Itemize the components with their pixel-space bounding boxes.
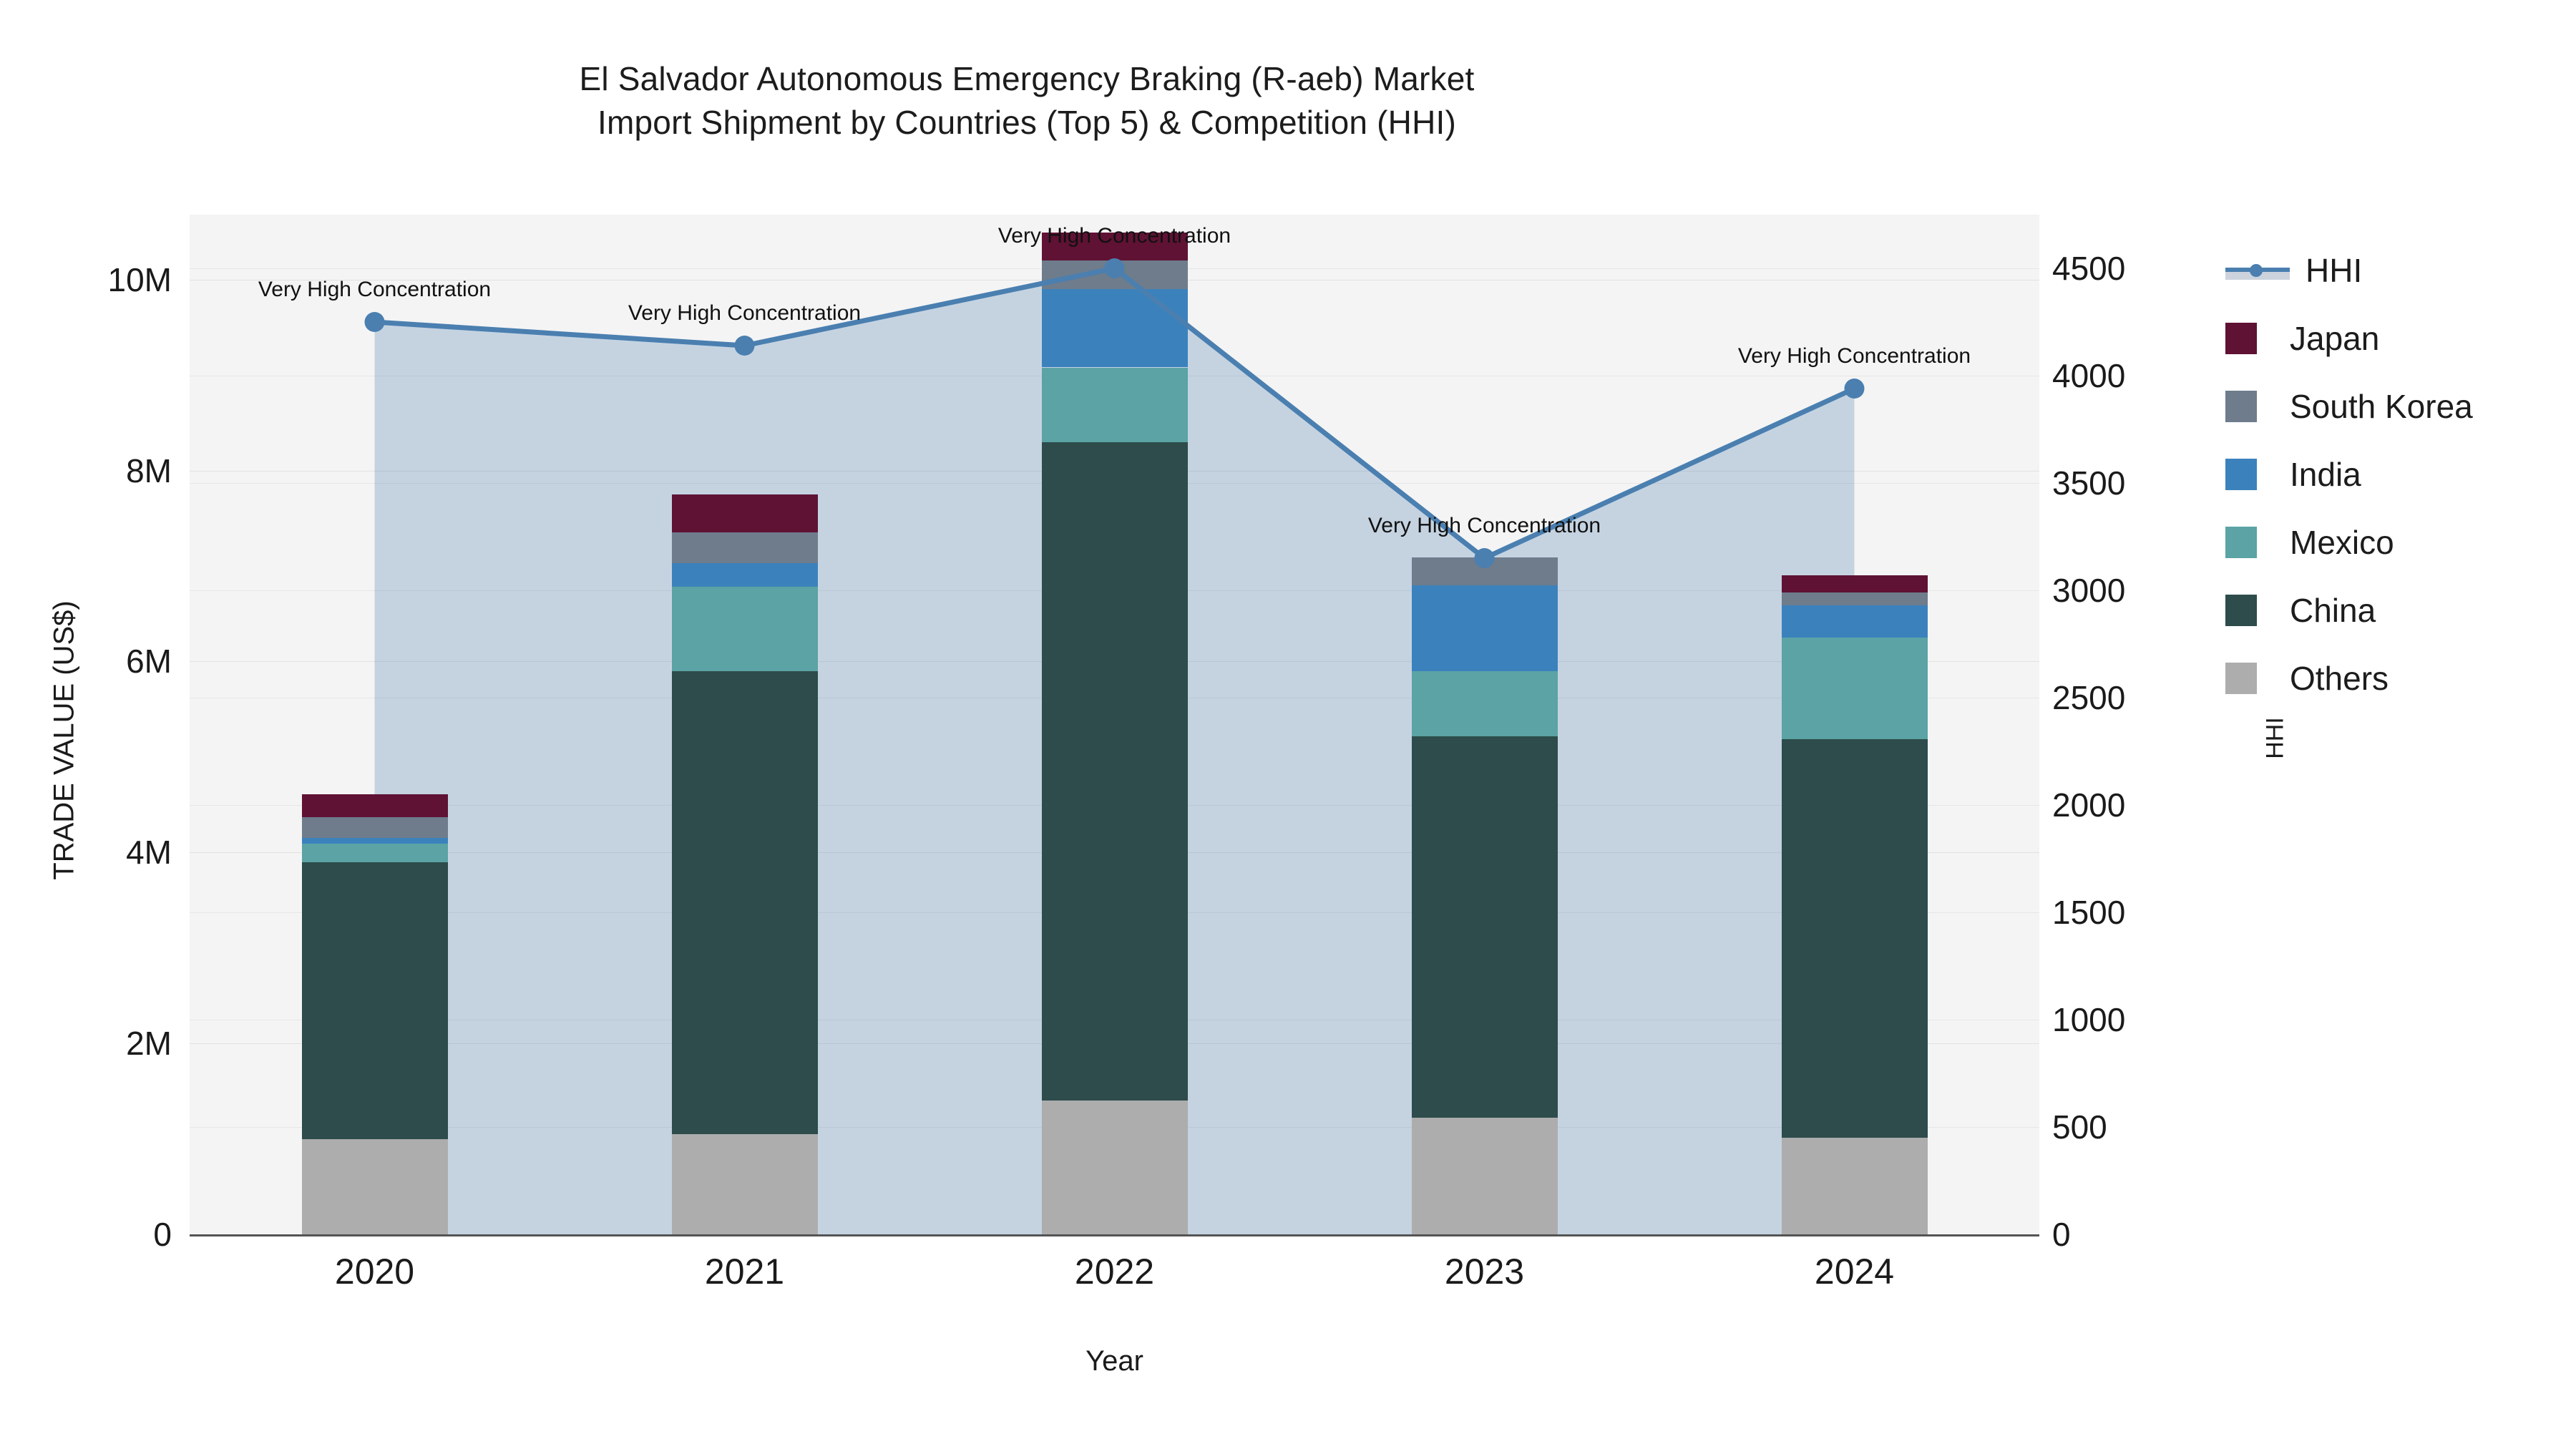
- y-tick-left: 4M: [126, 834, 172, 872]
- legend-item-india[interactable]: India: [2225, 440, 2562, 508]
- title-line-1: El Salvador Autonomous Emergency Braking…: [579, 60, 1475, 97]
- bar-group-2024[interactable]: [1781, 215, 1928, 1234]
- bar-segment-india[interactable]: [1781, 605, 1928, 638]
- hhi-line-series: [364, 258, 1865, 568]
- bar-segment-others[interactable]: [671, 1133, 818, 1234]
- bar-segment-china[interactable]: [671, 670, 818, 1134]
- legend-swatch-icon: [2225, 662, 2257, 694]
- bar-segment-india[interactable]: [1041, 289, 1188, 368]
- plot-area: Very High Concentration Very High Concent…: [190, 215, 2039, 1235]
- legend-label: Others: [2290, 659, 2389, 697]
- annotation-2023: Very High Concentration: [1367, 514, 1601, 537]
- annotation-2020: Very High Concentration: [258, 278, 492, 301]
- bar-series-layer: [190, 215, 2039, 1234]
- bar-segment-japan[interactable]: [301, 794, 448, 817]
- bar-group-2021[interactable]: [671, 215, 818, 1234]
- legend-label: Mexico: [2290, 523, 2394, 561]
- legend-line-icon: [2225, 260, 2290, 281]
- legend-item-south-korea[interactable]: South Korea: [2225, 372, 2562, 440]
- bar-segment-south-korea[interactable]: [1781, 592, 1928, 605]
- bar-segment-japan[interactable]: [1041, 233, 1188, 261]
- legend-swatch-icon: [2225, 458, 2257, 490]
- bar-segment-mexico[interactable]: [1411, 670, 1558, 736]
- x-tick-2023: 2023: [1444, 1252, 1525, 1292]
- y-tick-right: 2000: [2052, 786, 2126, 824]
- y-tick-right: 3000: [2052, 572, 2126, 609]
- annotation-2021: Very High Concentration: [628, 301, 862, 325]
- chart-title: El Salvador Autonomous Emergency Braking…: [0, 57, 2054, 144]
- legend-swatch-icon: [2225, 390, 2257, 422]
- y-tick-right: 2500: [2052, 679, 2126, 716]
- y-tick-left: 0: [153, 1216, 172, 1253]
- bar-group-2023[interactable]: [1411, 215, 1558, 1234]
- bar-group-2020[interactable]: [301, 215, 448, 1234]
- bar-segment-china[interactable]: [301, 862, 448, 1139]
- y-tick-right: 4000: [2052, 357, 2126, 394]
- y-tick-right: 1500: [2052, 894, 2126, 931]
- bar-segment-others[interactable]: [1041, 1101, 1188, 1234]
- y-tick-right: 1000: [2052, 1001, 2126, 1038]
- legend-label: China: [2290, 591, 2376, 629]
- bar-segment-mexico[interactable]: [301, 844, 448, 862]
- y-tick-left: 8M: [126, 452, 172, 489]
- bar-segment-china[interactable]: [1781, 738, 1928, 1138]
- legend-label: India: [2290, 455, 2361, 493]
- bar-segment-japan[interactable]: [1781, 575, 1928, 593]
- annotation-2022: Very High Concentration: [997, 224, 1231, 248]
- bar-segment-others[interactable]: [301, 1138, 448, 1234]
- bar-segment-china[interactable]: [1411, 736, 1558, 1118]
- bar-group-2022[interactable]: [1041, 215, 1188, 1234]
- annotation-2024: Very High Concentration: [1737, 344, 1971, 368]
- title-line-2: Import Shipment by Countries (Top 5) & C…: [597, 103, 1456, 141]
- y-tick-right: 500: [2052, 1108, 2107, 1146]
- bar-segment-south-korea[interactable]: [301, 816, 448, 839]
- y-tick-right: 3500: [2052, 464, 2126, 502]
- legend-label: Japan: [2290, 319, 2380, 357]
- x-tick-2021: 2021: [704, 1252, 785, 1292]
- bar-segment-india[interactable]: [671, 563, 818, 587]
- bar-segment-mexico[interactable]: [671, 587, 818, 671]
- legend-label: South Korea: [2290, 387, 2473, 425]
- x-axis-label: Year: [1085, 1345, 1143, 1377]
- bar-segment-japan[interactable]: [671, 494, 818, 533]
- y-tick-left: 10M: [107, 260, 172, 298]
- bar-segment-india[interactable]: [1411, 585, 1558, 671]
- bar-segment-china[interactable]: [1041, 441, 1188, 1101]
- x-tick-2020: 2020: [334, 1252, 415, 1292]
- x-tick-2022: 2022: [1074, 1252, 1155, 1292]
- legend-item-china[interactable]: China: [2225, 576, 2562, 644]
- bar-segment-south-korea[interactable]: [671, 532, 818, 564]
- legend-swatch-icon: [2225, 322, 2257, 354]
- bar-segment-mexico[interactable]: [1781, 638, 1928, 739]
- chart-legend: HHI Japan South Korea India Mexico China Other…: [2225, 236, 2562, 712]
- y-tick-left: 2M: [126, 1025, 172, 1063]
- legend-item-others[interactable]: Others: [2225, 644, 2562, 712]
- y-tick-right: 0: [2052, 1216, 2071, 1253]
- x-tick-2024: 2024: [1814, 1252, 1895, 1292]
- bar-segment-mexico[interactable]: [1041, 367, 1188, 442]
- y-tick-right: 4500: [2052, 250, 2126, 287]
- legend-swatch-icon: [2225, 526, 2257, 558]
- bar-segment-india[interactable]: [301, 838, 448, 844]
- bar-segment-others[interactable]: [1781, 1138, 1928, 1234]
- y-axis-left-label: TRADE VALUE (US$): [48, 600, 80, 880]
- legend-item-mexico[interactable]: Mexico: [2225, 508, 2562, 576]
- x-axis-line: [190, 1234, 2039, 1236]
- legend-swatch-icon: [2225, 594, 2257, 626]
- bar-segment-others[interactable]: [1411, 1118, 1558, 1234]
- y-tick-left: 6M: [126, 643, 172, 680]
- legend-label: HHI: [2306, 251, 2363, 289]
- legend-item-japan[interactable]: Japan: [2225, 304, 2562, 372]
- legend-item-hhi[interactable]: HHI: [2225, 236, 2562, 304]
